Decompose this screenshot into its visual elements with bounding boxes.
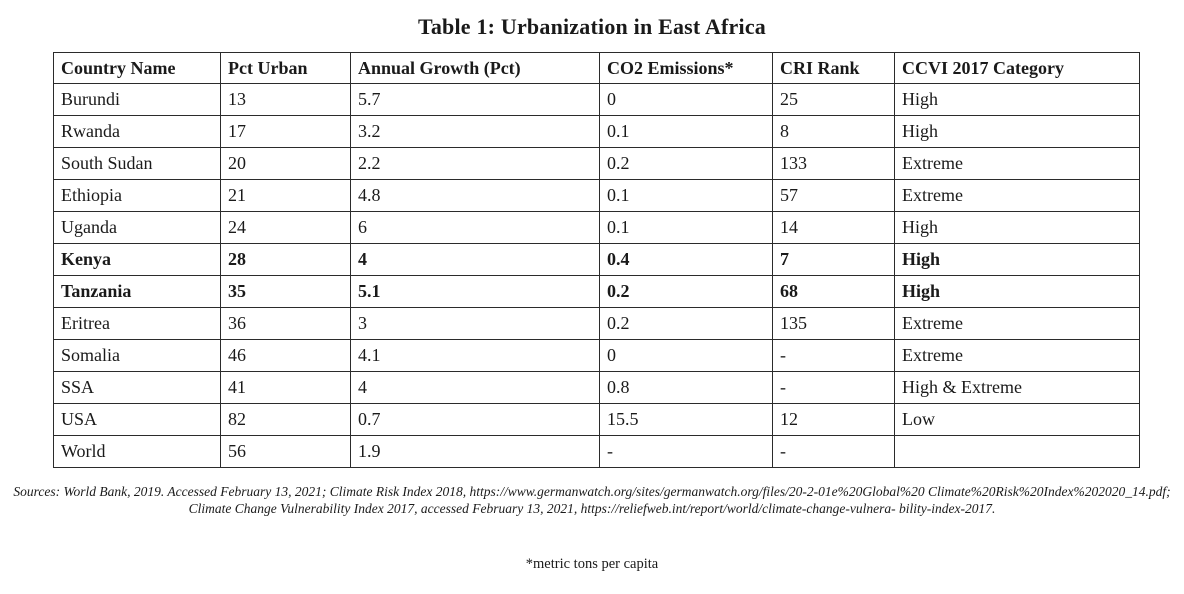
ccvi-category-cell: High — [894, 115, 1140, 148]
annual-growth-cell: 4.8 — [350, 179, 600, 212]
co2-emissions-cell: 0.8 — [599, 371, 773, 404]
ccvi-category-cell: High & Extreme — [894, 371, 1140, 404]
pct-urban-cell: 13 — [220, 83, 351, 116]
pct-urban-cell: 82 — [220, 403, 351, 436]
co2-emissions-cell: 0.2 — [599, 147, 773, 180]
annual-growth-cell: 4 — [350, 243, 600, 276]
co2-emissions-cell: 15.5 — [599, 403, 773, 436]
pct-urban-cell: 21 — [220, 179, 351, 212]
ccvi-category-cell: High — [894, 243, 1140, 276]
country-name-cell: South Sudan — [53, 147, 221, 180]
country-name-cell: Eritrea — [53, 307, 221, 340]
table-row: South Sudan 20 2.2 0.2 133 Extreme — [53, 147, 1140, 180]
ccvi-category-cell: Extreme — [894, 179, 1140, 212]
annual-growth-cell: 5.7 — [350, 83, 600, 116]
ccvi-category-cell: High — [894, 211, 1140, 244]
ccvi-category-cell: Extreme — [894, 307, 1140, 340]
annual-growth-cell: 6 — [350, 211, 600, 244]
cri-rank-cell: 14 — [772, 211, 895, 244]
column-header-country-name: Country Name — [53, 52, 221, 84]
country-name-cell: Uganda — [53, 211, 221, 244]
urbanization-table: Country Name Pct Urban Annual Growth (Pc… — [53, 52, 1140, 468]
table-row: World 56 1.9- - — [53, 435, 1140, 468]
annual-growth-cell: 0.7 — [350, 403, 600, 436]
column-header-pct-urban: Pct Urban — [220, 52, 351, 84]
ccvi-category-cell: Low — [894, 403, 1140, 436]
annual-growth-cell: 3 — [350, 307, 600, 340]
column-header-annual-growth: Annual Growth (Pct) — [350, 52, 600, 84]
country-name-cell: World — [53, 435, 221, 468]
ccvi-category-cell: Extreme — [894, 339, 1140, 372]
table-row: Rwanda 17 3.2 0.1 8 High — [53, 115, 1140, 148]
co2-emissions-cell: 0.4 — [599, 243, 773, 276]
pct-urban-cell: 56 — [220, 435, 351, 468]
country-name-cell: Kenya — [53, 243, 221, 276]
co2-emissions-cell: 0.2 — [599, 275, 773, 308]
pct-urban-cell: 41 — [220, 371, 351, 404]
annual-growth-cell: 5.1 — [350, 275, 600, 308]
cri-rank-cell: 57 — [772, 179, 895, 212]
annual-growth-cell: 3.2 — [350, 115, 600, 148]
co2-emissions-cell: 0.1 — [599, 115, 773, 148]
header-row: Country Name Pct Urban Annual Growth (Pc… — [53, 52, 1140, 84]
cri-rank-cell: 133 — [772, 147, 895, 180]
cri-rank-cell: 25 — [772, 83, 895, 116]
pct-urban-cell: 35 — [220, 275, 351, 308]
co2-emissions-cell: 0.1 — [599, 211, 773, 244]
annual-growth-cell: 4 — [350, 371, 600, 404]
column-header-cri-rank: CRI Rank — [772, 52, 895, 84]
ccvi-category-cell: High — [894, 83, 1140, 116]
table-body: Burundi 13 5.7 0 25 High Rwanda 17 3.2 0.1 8 High So… — [53, 83, 1140, 468]
cri-rank-cell: 135 — [772, 307, 895, 340]
annual-growth-cell: 4.1 — [350, 339, 600, 372]
pct-urban-cell: 20 — [220, 147, 351, 180]
table-row: Uganda 24 6 0.1 14 High — [53, 211, 1140, 244]
country-name-cell: SSA — [53, 371, 221, 404]
country-name-cell: Rwanda — [53, 115, 221, 148]
co2-emissions-cell: 0 — [599, 339, 773, 372]
pct-urban-cell: 36 — [220, 307, 351, 340]
table-row: SSA 41 4 0.8- High & Extreme — [53, 371, 1140, 404]
pct-urban-cell: 17 — [220, 115, 351, 148]
table-row: USA 82 0.7 15.5 12 Low — [53, 403, 1140, 436]
country-name-cell: Burundi — [53, 83, 221, 116]
country-name-cell: Somalia — [53, 339, 221, 372]
co2-emissions-cell: 0.1 — [599, 179, 773, 212]
cri-rank-cell: - — [772, 371, 895, 404]
annual-growth-cell: 2.2 — [350, 147, 600, 180]
table-row: Eritrea 36 3 0.2 135 Extreme — [53, 307, 1140, 340]
table-row: Burundi 13 5.7 0 25 High — [53, 83, 1140, 116]
cri-rank-cell: 8 — [772, 115, 895, 148]
pct-urban-cell: 46 — [220, 339, 351, 372]
co2-emissions-cell: 0 — [599, 83, 773, 116]
cri-rank-cell: - — [772, 435, 895, 468]
column-header-ccvi-category: CCVI 2017 Category — [894, 52, 1140, 84]
pct-urban-cell: 28 — [220, 243, 351, 276]
cri-rank-cell: - — [772, 339, 895, 372]
ccvi-category-cell: High — [894, 275, 1140, 308]
table-title: Table 1: Urbanization in East Africa — [417, 14, 767, 39]
cri-rank-cell: 12 — [772, 403, 895, 436]
column-header-co2-emissions: CO2 Emissions* — [599, 52, 773, 84]
table-row: Tanzania 35 5.1 0.2 68 High — [53, 275, 1140, 308]
country-name-cell: Ethiopia — [53, 179, 221, 212]
co2-emissions-cell: - — [599, 435, 773, 468]
ccvi-category-cell: Extreme — [894, 147, 1140, 180]
footnote: *metric tons per capita — [525, 556, 659, 572]
table-row: Kenya 28 4 0.4 7 High — [53, 243, 1140, 276]
ccvi-category-cell — [894, 435, 1140, 468]
cri-rank-cell: 68 — [772, 275, 895, 308]
table-row: Ethiopia 21 4.8 0.1 57 Extreme — [53, 179, 1140, 212]
cri-rank-cell: 7 — [772, 243, 895, 276]
country-name-cell: Tanzania — [53, 275, 221, 308]
co2-emissions-cell: 0.2 — [599, 307, 773, 340]
country-name-cell: USA — [53, 403, 221, 436]
annual-growth-cell: 1.9 — [350, 435, 600, 468]
pct-urban-cell: 24 — [220, 211, 351, 244]
table-row: Somalia 46 4.1 0- Extreme — [53, 339, 1140, 372]
sources-note: Sources: World Bank, 2019. Accessed Febr… — [13, 484, 1171, 516]
